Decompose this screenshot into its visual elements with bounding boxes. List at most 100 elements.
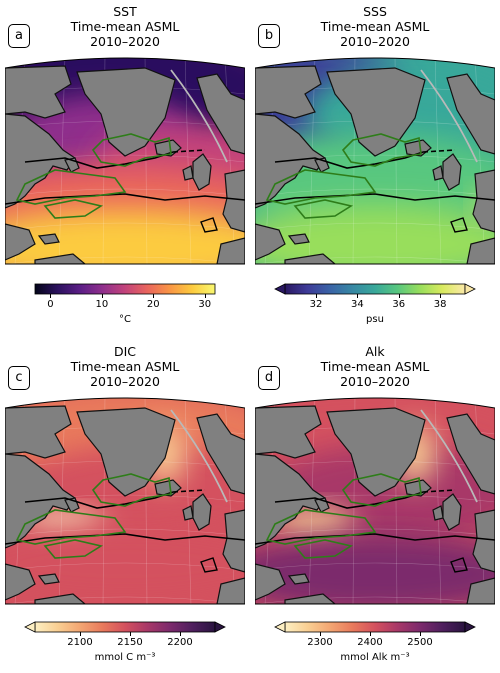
map-sss (255, 57, 495, 265)
colorbar-tick-label: 36 (392, 299, 406, 310)
panel-title: DIC Time-mean ASML 2010–2020 (5, 344, 245, 389)
field-region (255, 204, 495, 264)
title-period: 2010–2020 (340, 374, 410, 389)
colorbar-tick-label: 2500 (407, 637, 433, 648)
colorbar-extend-max (464, 283, 476, 295)
colorbar-tick (357, 294, 359, 298)
green-region-outline (265, 169, 377, 205)
green-region-outline (293, 199, 354, 219)
map-dic (5, 397, 245, 605)
colorbar-tick (153, 294, 155, 298)
graticule-line (5, 528, 245, 537)
region-boundary (5, 533, 245, 545)
panel-a: SST Time-mean ASML 2010–2020 a 0 10 20 30 °C (5, 0, 245, 330)
region-boundary (450, 557, 468, 573)
green-region-outline (91, 133, 172, 167)
graticule-line (5, 562, 245, 571)
ship-track (170, 69, 228, 163)
green-region-outline (43, 539, 104, 559)
region-boundary (255, 193, 495, 205)
map-alk (255, 397, 495, 605)
colorbar-gradient (24, 621, 226, 633)
green-region-outline (43, 199, 104, 219)
colorbar-extend-min (274, 283, 286, 295)
region-boundary (24, 491, 174, 509)
panel-c: DIC Time-mean ASML 2010–2020 c 2100 2150 2… (5, 340, 245, 670)
colorbar-tick-label: 2150 (117, 637, 143, 648)
colorbar-tick (420, 632, 421, 636)
colorbar-tick-label: 32 (309, 299, 323, 310)
ship-track (420, 69, 478, 163)
graticule-line (255, 562, 495, 571)
region-boundary (422, 489, 456, 493)
map-frame (5, 397, 245, 605)
colorbar-tick (130, 632, 131, 636)
green-region-outline (15, 169, 127, 205)
title-subtitle: Time-mean ASML (70, 19, 180, 34)
colorbar-tick (398, 294, 400, 298)
green-region-outline (341, 473, 422, 507)
region-boundary (274, 491, 424, 509)
colorbar-tick (204, 294, 206, 298)
panel-label: b (258, 24, 280, 48)
map-frame (255, 397, 495, 605)
region-boundary (200, 557, 218, 573)
graticule-line (255, 528, 495, 537)
region-boundary (274, 151, 424, 169)
colorbar-extend-min (274, 621, 286, 633)
colorbar-tick (316, 294, 318, 298)
colorbar-tick (440, 294, 442, 298)
region-boundary (200, 217, 218, 233)
colorbar-gradient (274, 621, 476, 633)
colorbar-tick (320, 632, 321, 636)
title-variable: SSS (363, 4, 387, 19)
colorbar-tick-label: 38 (433, 299, 447, 310)
map-sst (5, 57, 245, 265)
panel-title: SSS Time-mean ASML 2010–2020 (255, 4, 495, 49)
title-variable: DIC (113, 344, 137, 359)
green-region-outline (91, 473, 172, 507)
colorbar-extend-max (464, 621, 476, 633)
panel-title: Alk Time-mean ASML 2010–2020 (255, 344, 495, 389)
title-subtitle: Time-mean ASML (70, 359, 180, 374)
colorbar-tick (180, 632, 181, 636)
region-boundary (422, 149, 456, 153)
region-boundary (5, 193, 245, 205)
graticule-line (255, 188, 495, 197)
colorbar-tick-label: 34 (351, 299, 364, 310)
colorbar-alk: 2300 2400 2500 mmol Alk m⁻³ (255, 620, 495, 670)
colorbar-gradient (274, 283, 476, 295)
title-period: 2010–2020 (90, 374, 160, 389)
colorbar-unit-label: °C (119, 314, 131, 325)
colorbar-tick-label: 2100 (67, 637, 93, 648)
title-subtitle: Time-mean ASML (320, 359, 430, 374)
panel-b: SSS Time-mean ASML 2010–2020 b 32 34 36 38 p… (255, 0, 495, 330)
colorbar-unit-label: psu (366, 314, 384, 325)
title-variable: Alk (365, 344, 385, 359)
field-region (5, 209, 245, 264)
colorbar-tick-label: 10 (95, 299, 109, 310)
colorbar-tick-label: 2300 (307, 637, 333, 648)
colorbar-tick (101, 294, 103, 298)
panel-label: d (258, 366, 280, 390)
green-region-outline (341, 133, 422, 167)
title-period: 2010–2020 (340, 34, 410, 49)
region-boundary (172, 149, 206, 153)
title-subtitle: Time-mean ASML (320, 19, 430, 34)
green-region-outline (265, 509, 377, 545)
green-region-outline (293, 539, 354, 559)
colorbar-unit-label: mmol Alk m⁻³ (340, 652, 410, 663)
ship-track (170, 409, 228, 503)
region-boundary (172, 489, 206, 493)
colorbar-tick-label: 0 (47, 299, 54, 310)
colorbar-dic: 2100 2150 2200 mmol C m⁻³ (5, 620, 245, 670)
map-frame (255, 57, 495, 265)
colorbar-tick-label: 2400 (357, 637, 383, 648)
map-frame (5, 57, 245, 265)
colorbar-tick (50, 294, 52, 298)
graticule-line (5, 188, 245, 197)
panel-label: a (8, 24, 30, 48)
region-boundary (450, 217, 468, 233)
panel-label: c (8, 366, 30, 390)
region-boundary (255, 533, 495, 545)
